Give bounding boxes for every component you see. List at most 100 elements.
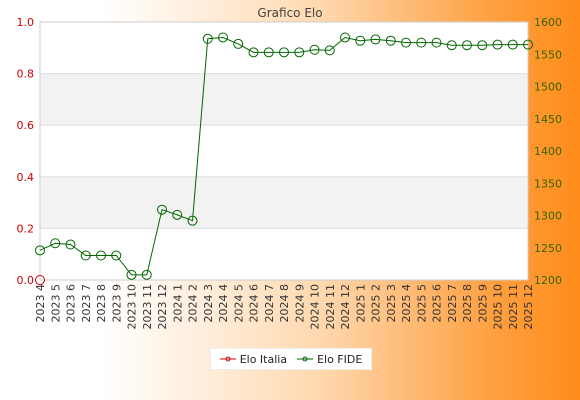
data-point-elo-fide: [309, 44, 320, 55]
data-point-elo-fide: [157, 204, 167, 215]
right-tick-label: 1300: [534, 210, 562, 223]
data-point-elo-fide: [340, 32, 350, 43]
x-tick-label: 2025 11: [507, 284, 520, 330]
x-tick-label: 2023 4: [34, 284, 47, 323]
data-point-elo-fide: [263, 47, 274, 58]
x-tick-label: 2023 10: [126, 284, 139, 330]
x-tick-label: 2025 9: [476, 284, 489, 323]
left-tick-label: 0.0: [17, 274, 35, 287]
data-point-elo-fide: [218, 32, 228, 43]
data-point-elo-fide: [141, 269, 152, 280]
x-tick-label: 2025 3: [385, 284, 398, 323]
right-tick-label: 1600: [534, 16, 562, 29]
legend-swatch-elo-italia: [219, 355, 236, 363]
x-tick-label: 2023 5: [49, 284, 62, 323]
series-elo-italia: [35, 275, 45, 285]
x-tick-label: 2023 9: [110, 284, 123, 323]
data-point-elo-fide: [507, 39, 518, 50]
data-point-elo-fide: [233, 38, 244, 49]
data-point-elo-fide: [50, 238, 61, 249]
legend-swatch-elo-fide: [297, 355, 314, 363]
data-point-elo-fide: [65, 239, 76, 250]
right-tick-label: 1550: [534, 48, 562, 61]
x-tick-label: 2023 11: [141, 284, 154, 330]
legend: Elo Italia Elo FIDE: [210, 348, 372, 370]
x-tick-label: 2025 7: [446, 284, 459, 323]
legend-item-elo-italia: Elo Italia: [219, 352, 288, 366]
data-point-elo-fide: [279, 47, 289, 58]
x-tick-label: 2025 10: [492, 284, 505, 330]
right-tick-label: 1400: [534, 145, 562, 158]
data-point-elo-fide: [355, 35, 366, 46]
x-tick-label: 2025 1: [354, 284, 367, 323]
legend-label-elo-italia: Elo Italia: [239, 352, 288, 366]
x-tick-label: 2024 9: [293, 284, 306, 323]
x-tick-label: 2025 5: [415, 284, 428, 323]
series-layer: [35, 32, 533, 285]
x-tick-label: 2025 6: [431, 284, 444, 323]
plot-border: [39, 21, 529, 281]
data-point-elo-fide: [431, 37, 442, 48]
data-point-elo-fide: [401, 37, 411, 48]
data-point-elo-fide: [35, 245, 45, 256]
x-tick-label: 2025 12: [522, 284, 535, 330]
right-tick-label: 1350: [534, 177, 562, 190]
x-tick-label: 2024 1: [171, 284, 184, 323]
grid-band: [40, 176, 528, 229]
x-tick-label: 2023 8: [95, 284, 108, 323]
right-tick-label: 1450: [534, 113, 562, 126]
left-tick-label: 0.6: [17, 119, 35, 132]
x-tick-label: 2024 3: [202, 284, 215, 323]
x-tick-label: 2024 7: [263, 284, 276, 323]
x-tick-label: 2024 10: [309, 284, 322, 330]
data-point-elo-fide: [187, 215, 198, 226]
data-point-elo-italia: [35, 275, 45, 285]
x-tick-label: 2023 12: [156, 284, 169, 330]
data-point-elo-fide: [462, 40, 472, 51]
grid-band: [40, 73, 528, 126]
left-tick-label: 0.2: [17, 222, 35, 235]
data-point-elo-fide: [294, 47, 305, 58]
data-point-elo-fide: [492, 39, 503, 50]
right-tick-label: 1250: [534, 242, 562, 255]
left-tick-label: 0.8: [17, 68, 35, 81]
data-point-elo-fide: [126, 269, 137, 280]
x-tick-label: 2024 2: [187, 284, 200, 323]
right-tick-label: 1200: [534, 274, 562, 287]
data-point-elo-fide: [416, 37, 427, 48]
left-tick-label: 1.0: [17, 16, 35, 29]
left-axis-ticks: 0.0 0.2 0.4 0.6 0.8 1.0: [17, 16, 35, 287]
data-point-elo-fide: [248, 47, 259, 58]
data-point-elo-fide: [523, 39, 533, 50]
chart-title: Grafico Elo: [257, 6, 322, 20]
data-point-elo-fide: [385, 35, 396, 46]
x-tick-label: 2025 2: [370, 284, 383, 323]
x-tick-label: 2024 6: [248, 284, 261, 323]
series-elo-fide: [35, 32, 533, 280]
data-point-elo-fide: [446, 40, 457, 51]
x-tick-label: 2024 5: [232, 284, 245, 323]
data-point-elo-fide: [202, 33, 213, 44]
right-axis-ticks: 1200 1250 1300 1350 1400 1450 1500 1550 1600: [534, 16, 562, 287]
data-point-elo-fide: [324, 45, 335, 56]
data-point-elo-fide: [96, 250, 106, 261]
x-tick-label: 2023 7: [80, 284, 93, 323]
grid-bands: [40, 73, 528, 229]
data-point-elo-fide: [172, 209, 183, 220]
plot-background: [39, 21, 529, 281]
x-tick-label: 2024 11: [324, 284, 337, 330]
x-tick-label: 2024 4: [217, 284, 230, 323]
left-tick-label: 0.4: [17, 171, 35, 184]
x-tick-label: 2025 4: [400, 284, 413, 323]
x-axis-ticks: 2023 4 2023 5 2023 6 2023 7 2023 8 2023 9 2023…: [34, 284, 535, 330]
x-tick-label: 2024 12: [339, 284, 352, 330]
grid-lines: [39, 21, 529, 281]
series-line-elo-fide: [39, 36, 528, 276]
data-point-elo-fide: [477, 40, 488, 51]
data-point-elo-fide: [111, 250, 122, 261]
data-point-elo-fide: [370, 34, 381, 45]
data-point-elo-fide: [80, 250, 91, 261]
x-tick-label: 2025 8: [461, 284, 474, 323]
x-tick-label: 2023 6: [65, 284, 78, 323]
